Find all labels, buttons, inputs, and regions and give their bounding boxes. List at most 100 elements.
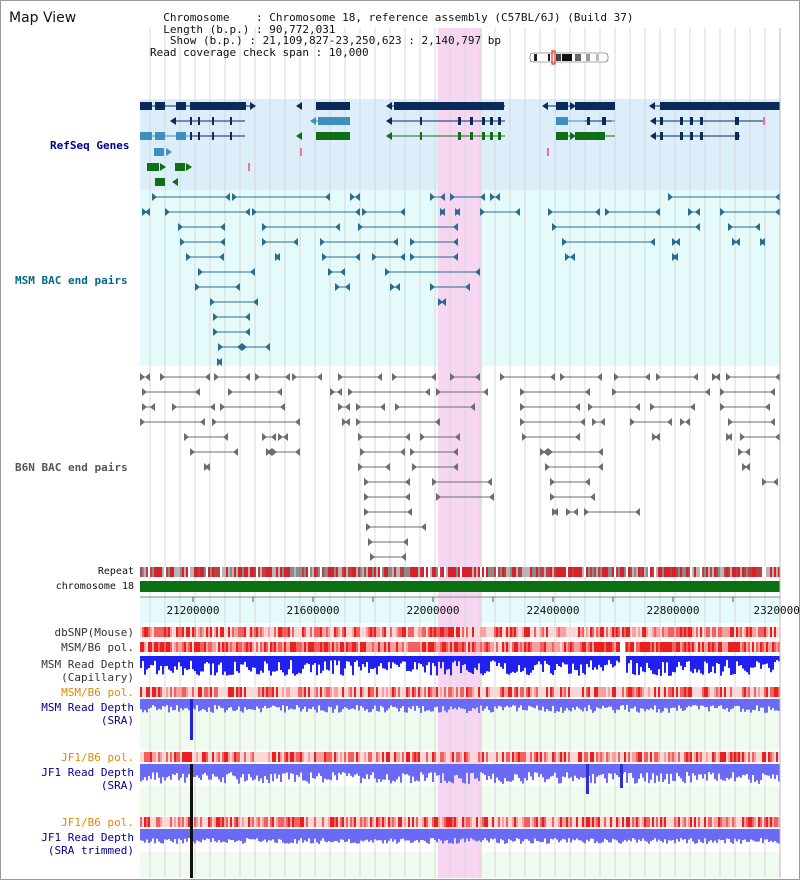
dbsnp-strip [254,627,256,637]
jf1-trimmed-depth-bar [210,829,212,843]
msm-sra-depth-bar [298,699,300,708]
jf1-b6-pol2-strip [220,817,222,827]
jf1-sra-depth-bar [378,764,380,779]
jf1-trimmed-depth-bar [164,829,166,840]
strand-arrow [170,117,176,125]
jf1-b6-pol-strip [540,752,542,762]
msm-b6-pol-strip [626,642,628,652]
msm-b6-pol-strip [384,642,386,652]
track-label-msm-b6-pol-2[interactable]: MSM/B6 pol. [61,686,134,699]
jf1-trimmed-depth-bar [570,829,572,843]
msm-b6-pol-strip [578,642,580,652]
jf1-sra-depth-bar [336,764,338,781]
msm-bac-pair-end [325,193,330,201]
jf1-b6-pol-strip [358,752,360,762]
jf1-sra-depth-bar [468,764,470,784]
msm-b6-pol2-strip [560,687,562,697]
msm-b6-pol2-strip [522,687,524,697]
jf1-sra-depth-bar [260,764,262,779]
track-label-dbsnp[interactable]: dbSNP(Mouse) [54,626,134,639]
repeat-segment [334,567,336,577]
jf1-b6-pol-strip [614,752,616,762]
jf1-b6-pol-strip [168,752,170,762]
dbsnp-strip [608,627,610,637]
jf1-trimmed-depth-bar [584,829,586,844]
jf1-b6-pol-strip [550,752,552,762]
msm-bac-pair-end [320,238,325,246]
msm-b6-pol2-strip [264,687,266,697]
msm-capillary-depth-bar [500,656,502,667]
jf1-trimmed-depth-bar [518,829,520,840]
b6n-bac-pair-end [548,448,553,456]
jf1-sra-depth-bar [352,764,354,778]
gene-row1a-exon [176,102,186,110]
b6n-bac-pair-end [545,463,550,471]
msm-bac-pair-end [237,343,242,351]
track-label-refseq[interactable]: RefSeq Genes [50,139,130,152]
track-label-jf1-b6-pol-2[interactable]: JF1/B6 pol. [61,816,134,829]
msm-b6-pol-strip [396,642,398,652]
msm-b6-pol2-strip [596,687,598,697]
track-label-msm-bac[interactable]: MSM BAC end pairs [15,274,128,287]
msm-b6-pol-strip [560,642,562,652]
jf1-trimmed-depth-bar [464,829,466,843]
msm-b6-pol2-strip [476,687,478,697]
repeat-segment [186,567,188,577]
jf1-trimmed-depth-bar [708,829,710,842]
jf1-b6-pol-strip [316,752,318,762]
msm-capillary-depth-bar [478,656,480,664]
msm-b6-pol2-strip [422,687,424,697]
b6n-bac-pair-end [773,478,778,486]
track-label-jf1-depth-trimmed[interactable]: JF1 Read Depth (SRA trimmed) [41,831,134,857]
b6n-bac-pair-end [453,448,458,456]
jf1-trimmed-depth-bar [438,829,440,839]
msm-capillary-depth-bar [498,656,500,663]
msm-b6-pol2-strip [718,687,720,697]
msm-capillary-depth-bar [508,656,510,675]
b6n-bac-pair-end [358,463,363,471]
jf1-sra-depth-bar [374,764,376,779]
msm-b6-pol-strip [306,642,308,652]
track-label-b6n-bac[interactable]: B6N BAC end pairs [15,461,128,474]
jf1-b6-pol2-strip [742,817,744,827]
track-label-jf1-depth-sra[interactable]: JF1 Read Depth (SRA) [41,766,134,792]
repeat-segment [604,567,606,577]
msm-bac-pair-end [570,253,575,261]
jf1-trimmed-depth-bar [226,829,228,843]
repeat-segment [446,567,448,577]
track-label-msm-b6-pol-1[interactable]: MSM/B6 pol. [61,641,134,654]
msm-sra-depth-bar [482,699,484,711]
repeat-segment [702,567,704,577]
jf1-trimmed-depth-bar [334,829,336,842]
jf1-b6-pol-strip [586,752,588,762]
msm-sra-depth-bar [694,699,696,706]
jf1-b6-pol2-strip [198,817,200,827]
dbsnp-strip [430,627,432,637]
jf1-b6-pol2-strip [720,817,722,827]
jf1-sra-depth-bar [656,764,658,776]
msm-bac-pair-end [400,253,405,261]
msm-sra-depth-bar [714,699,716,708]
dbsnp-strip [222,627,224,637]
jf1-b6-pol-strip [576,752,578,762]
track-label-msm-depth-sra[interactable]: MSM Read Depth (SRA) [41,701,134,727]
jf1-b6-pol-strip [472,752,474,762]
track-label-msm-depth-capillary[interactable]: MSM Read Depth (Capillary) [41,658,134,684]
strand-arrow [570,132,576,140]
msm-sra-depth-bar [198,699,200,712]
dbsnp-strip [634,627,636,637]
msm-b6-pol-strip [182,642,184,652]
jf1-sra-depth-bar [274,764,276,774]
msm-capillary-depth-bar [572,656,574,664]
gene-row1b-exon [316,102,350,110]
b6n-bac-pair-end [431,373,436,381]
jf1-b6-pol-strip [318,752,320,762]
jf1-trimmed-depth-bar [170,829,172,841]
jf1-b6-pol-strip [372,752,374,762]
msm-b6-pol2-strip [316,687,318,697]
msm-b6-pol2-strip [542,687,544,697]
msm-b6-pol-strip [676,642,678,652]
msm-sra-depth-bar [146,699,148,713]
track-label-jf1-b6-pol-1[interactable]: JF1/B6 pol. [61,751,134,764]
